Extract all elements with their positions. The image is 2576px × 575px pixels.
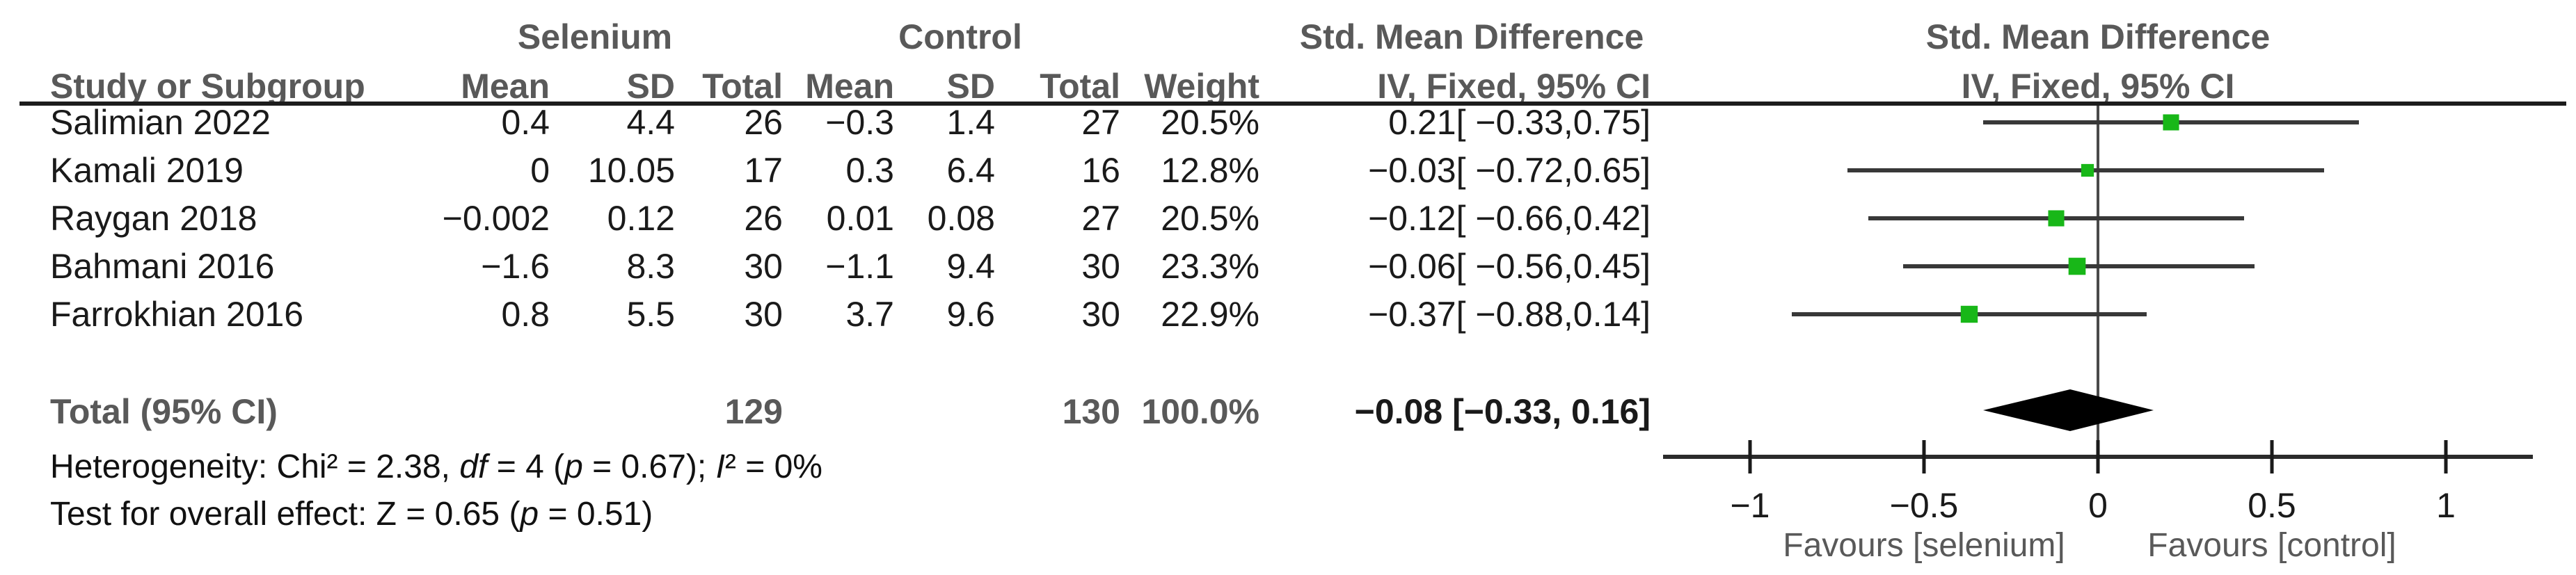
selenium-total-value: 26 bbox=[744, 199, 783, 238]
axis-tick-label: 0 bbox=[2088, 486, 2108, 525]
selenium-sd-value: 5.5 bbox=[626, 295, 675, 334]
study-name: Salimian 2022 bbox=[50, 103, 271, 142]
selenium-sd-value: 8.3 bbox=[626, 247, 675, 286]
control-sd-value: 1.4 bbox=[946, 103, 995, 142]
total-weight: 100.0% bbox=[1141, 392, 1259, 431]
study-table-row: Salimian 2022 0.4 4.4 26 −0.3 1.4 27 20.… bbox=[0, 103, 2576, 142]
favours-right-label: Favours [control] bbox=[2147, 527, 2396, 564]
header-underline bbox=[19, 102, 2566, 106]
column-header-control-total: Total bbox=[1040, 67, 1120, 106]
effect-square bbox=[2081, 163, 2094, 177]
control-mean-value: 3.7 bbox=[845, 295, 894, 334]
smd-plot-column-title: Std. Mean Difference bbox=[1925, 17, 2271, 56]
selenium-mean-value: −1.6 bbox=[481, 247, 550, 286]
weight-value: 20.5% bbox=[1161, 199, 1259, 238]
smd-text-column-title: Std. Mean Difference bbox=[1299, 17, 1644, 56]
selenium-total-value: 30 bbox=[744, 247, 783, 286]
selenium-total-value: 26 bbox=[744, 103, 783, 142]
study-table-row: Raygan 2018 −0.002 0.12 26 0.01 0.08 27 … bbox=[0, 199, 2576, 238]
group-header-selenium: Selenium bbox=[517, 17, 673, 56]
control-mean-value: 0.3 bbox=[845, 151, 894, 190]
smd-ci-value: −0.03[ −0.72,0.65] bbox=[1368, 151, 1651, 190]
column-header-study: Study or Subgroup bbox=[50, 67, 365, 106]
column-header-ci-plot: IV, Fixed, 95% CI bbox=[1961, 67, 2235, 106]
control-sd-value: 9.6 bbox=[946, 295, 995, 334]
weight-value: 22.9% bbox=[1161, 295, 1259, 334]
selenium-mean-value: 0.4 bbox=[501, 103, 550, 142]
effect-square bbox=[2048, 210, 2065, 227]
total-row: Total (95% CI) 129 130 100.0% −0.08 [−0.… bbox=[0, 392, 2576, 431]
selenium-total-value: 30 bbox=[744, 295, 783, 334]
total-control-n: 130 bbox=[1062, 392, 1120, 431]
control-sd-value: 6.4 bbox=[946, 151, 995, 190]
control-sd-value: 9.4 bbox=[946, 247, 995, 286]
axis-tick-label: 0.5 bbox=[2248, 486, 2296, 525]
total-label: Total (95% CI) bbox=[50, 392, 278, 431]
selenium-sd-value: 10.05 bbox=[587, 151, 675, 190]
study-name: Farrokhian 2016 bbox=[50, 295, 304, 334]
column-header-weight: Weight bbox=[1144, 67, 1259, 106]
group-header-control: Control bbox=[898, 17, 1022, 56]
favours-left-label: Favours [selenium] bbox=[1783, 527, 2065, 564]
column-header-selenium-sd: SD bbox=[626, 67, 675, 106]
weight-value: 20.5% bbox=[1161, 103, 1259, 142]
effect-square bbox=[1960, 305, 1978, 323]
overall-test-line: Test for overall effect: Z = 0.65 (p = 0… bbox=[50, 496, 653, 533]
axis-tick-label: −1 bbox=[1730, 486, 1770, 525]
selenium-mean-value: 0.8 bbox=[501, 295, 550, 334]
column-header-selenium-mean: Mean bbox=[461, 67, 550, 106]
column-header-ci-text: IV, Fixed, 95% CI bbox=[1377, 67, 1651, 106]
selenium-sd-value: 0.12 bbox=[607, 199, 675, 238]
effect-square bbox=[2163, 114, 2179, 131]
smd-ci-value: 0.21[ −0.33,0.75] bbox=[1388, 103, 1651, 142]
heterogeneity-line: Heterogeneity: Chi² = 2.38, df = 4 (p = … bbox=[50, 448, 822, 485]
control-mean-value: −1.1 bbox=[825, 247, 894, 286]
study-table-row: Kamali 2019 0 10.05 17 0.3 6.4 16 12.8% … bbox=[0, 151, 2576, 190]
weight-value: 12.8% bbox=[1161, 151, 1259, 190]
smd-ci-value: −0.12[ −0.66,0.42] bbox=[1368, 199, 1651, 238]
study-table-row: Farrokhian 2016 0.8 5.5 30 3.7 9.6 30 22… bbox=[0, 295, 2576, 334]
column-header-control-mean: Mean bbox=[805, 67, 894, 106]
selenium-mean-value: 0 bbox=[530, 151, 550, 190]
selenium-total-value: 17 bbox=[744, 151, 783, 190]
control-total-value: 16 bbox=[1081, 151, 1120, 190]
study-name: Kamali 2019 bbox=[50, 151, 244, 190]
axis-tick-label: −0.5 bbox=[1890, 486, 1959, 525]
smd-ci-value: −0.06[ −0.56,0.45] bbox=[1368, 247, 1651, 286]
control-total-value: 27 bbox=[1081, 103, 1120, 142]
axis-tick-label: 1 bbox=[2436, 486, 2456, 525]
control-mean-value: −0.3 bbox=[825, 103, 894, 142]
total-selenium-n: 129 bbox=[724, 392, 783, 431]
study-table-row: Bahmani 2016 −1.6 8.3 30 −1.1 9.4 30 23.… bbox=[0, 247, 2576, 286]
smd-ci-value: −0.37[ −0.88,0.14] bbox=[1368, 295, 1651, 334]
total-smd-ci: −0.08 [−0.33, 0.16] bbox=[1354, 392, 1651, 431]
pooled-diamond bbox=[1983, 389, 2154, 431]
selenium-mean-value: −0.002 bbox=[442, 199, 550, 238]
control-mean-value: 0.01 bbox=[826, 199, 894, 238]
forest-plot-svg: −1 −0.5 0 0.5 1 Favours [selenium] Favours [co… bbox=[1663, 106, 2533, 564]
control-total-value: 30 bbox=[1081, 295, 1120, 334]
control-total-value: 27 bbox=[1081, 199, 1120, 238]
weight-value: 23.3% bbox=[1161, 247, 1259, 286]
control-sd-value: 0.08 bbox=[927, 199, 995, 238]
effect-square bbox=[2068, 257, 2086, 275]
selenium-sd-value: 4.4 bbox=[626, 103, 675, 142]
column-header-selenium-total: Total bbox=[702, 67, 783, 106]
column-header-control-sd: SD bbox=[946, 67, 995, 106]
study-name: Raygan 2018 bbox=[50, 199, 257, 238]
study-name: Bahmani 2016 bbox=[50, 247, 275, 286]
control-total-value: 30 bbox=[1081, 247, 1120, 286]
